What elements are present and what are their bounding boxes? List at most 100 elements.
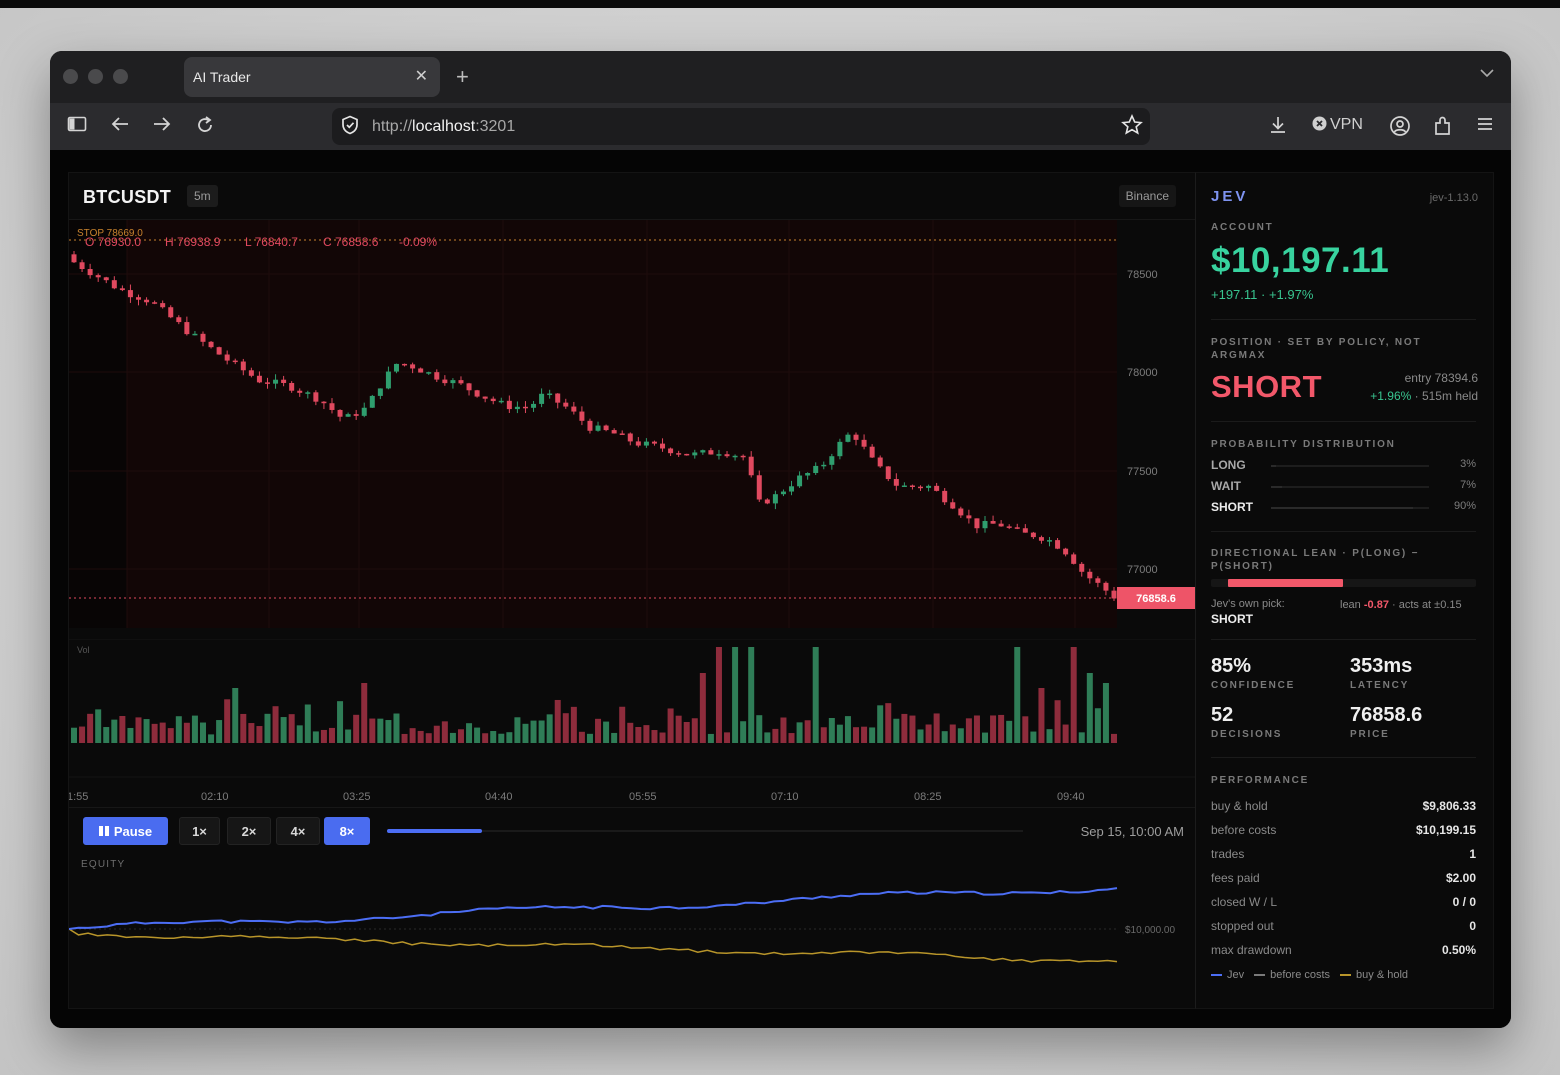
candle-body [668, 448, 674, 454]
volume-bar [143, 719, 150, 743]
lean-label: DIRECTIONAL LEAN · P(LONG) − P(SHORT) [1211, 548, 1420, 572]
candle-body [837, 441, 843, 457]
time-tick-label: 08:25 [914, 791, 942, 803]
perf-value: 1 [1469, 847, 1476, 861]
candle-body [160, 303, 166, 308]
vpn-button[interactable]: VPN [1312, 116, 1363, 134]
time-tick-label: 1:55 [69, 791, 88, 803]
volume-bar [554, 699, 561, 743]
candle-body [539, 393, 545, 404]
volume-bar [667, 708, 674, 743]
volume-bar [707, 733, 714, 743]
bookmark-star-icon[interactable] [1121, 114, 1143, 142]
candle-body [708, 450, 714, 455]
tab-list-chevron-icon[interactable] [1479, 65, 1495, 81]
new-tab-button[interactable]: + [456, 64, 469, 89]
volume-bar [369, 718, 376, 743]
speed-2x-button[interactable]: 2× [227, 817, 271, 845]
candle-body [490, 398, 496, 402]
candle-body [764, 499, 770, 504]
address-bar[interactable]: http://localhost:3201 [332, 108, 1150, 145]
pause-icon [98, 826, 109, 836]
time-tick-label: 03:25 [343, 791, 371, 803]
legend-item: before costs [1254, 969, 1330, 981]
candle-body [248, 370, 254, 376]
tab-title: AI Trader [193, 69, 251, 85]
time-tick-label: 07:10 [771, 791, 799, 803]
candle-body [982, 521, 988, 529]
candle-body [950, 502, 956, 509]
download-icon[interactable] [1268, 115, 1288, 141]
buy-hold-line [69, 928, 1118, 963]
playback-progress[interactable] [387, 829, 1023, 833]
candle-body [780, 491, 786, 495]
volume-bar [941, 731, 948, 743]
volume-bar [603, 721, 610, 743]
candle-body [119, 288, 125, 291]
volume-bar [619, 706, 626, 743]
candle-body [393, 363, 399, 372]
volume-bar [87, 713, 94, 743]
volume-bar [562, 713, 569, 743]
account-icon[interactable] [1389, 115, 1411, 143]
shield-icon[interactable] [341, 115, 359, 140]
volume-bar [917, 729, 924, 743]
volume-bar [538, 720, 545, 743]
volume-bar [320, 729, 327, 743]
version-label: jev-1.13.0 [1429, 192, 1478, 204]
perf-row: fees paid $2.00 [1211, 871, 1476, 887]
candle-body [402, 363, 408, 366]
maximize-window-button[interactable] [113, 69, 128, 84]
speed-8x-button[interactable]: 8× [324, 817, 370, 845]
volume-bar [1046, 729, 1053, 743]
time-tick-label: 05:55 [629, 791, 657, 803]
stat-value: 353ms [1350, 655, 1413, 677]
ohlc-change: -0.09% [399, 235, 437, 249]
perf-value: 0.50% [1441, 943, 1476, 957]
prob-value: 7% [1460, 479, 1476, 491]
speed-4x-button[interactable]: 4× [276, 817, 320, 845]
time-tick-label: 09:40 [1057, 791, 1085, 803]
volume-bar [570, 706, 577, 743]
extensions-icon[interactable] [1432, 115, 1454, 143]
candle-body [1022, 528, 1028, 533]
stat-latency: 353ms LATENCY [1350, 655, 1412, 691]
prob-row-long: LONG 3% [1211, 458, 1476, 474]
candle-body [716, 454, 722, 456]
volume-bar [1094, 708, 1101, 743]
playback-progress-fill [387, 829, 483, 833]
candle-body [289, 382, 295, 391]
pause-button[interactable]: Pause [83, 817, 168, 845]
minimize-window-button[interactable] [88, 69, 103, 84]
volume-bar [925, 724, 932, 743]
sidebar-toggle-icon[interactable] [67, 115, 87, 139]
reload-icon[interactable] [195, 115, 215, 141]
ohlc-high: H 76938.9 [165, 235, 221, 249]
legend-item: buy & hold [1340, 969, 1408, 981]
candle-body [176, 317, 182, 323]
candle-body [732, 455, 738, 458]
forward-arrow-icon[interactable] [152, 115, 172, 139]
tab-ai-trader[interactable]: AI Trader ✕ [184, 57, 440, 97]
back-arrow-icon[interactable] [110, 115, 130, 139]
price-chart[interactable]: STOP 78669.0 O 76930.0 H 76938.9 L 76840… [69, 220, 1196, 638]
speed-1x-button[interactable]: 1× [179, 817, 220, 845]
vpn-label: VPN [1330, 116, 1363, 133]
volume-bar [909, 715, 916, 743]
volume-bar [71, 727, 77, 743]
menu-icon[interactable] [1475, 115, 1495, 139]
perf-key: closed W / L [1211, 895, 1278, 909]
candle-body [676, 453, 682, 455]
stat-value: 52 [1211, 704, 1234, 726]
stat-value: 76858.6 [1350, 704, 1423, 726]
candle-body [619, 433, 625, 435]
candle-body [1087, 571, 1093, 579]
tab-close-icon[interactable]: ✕ [414, 68, 428, 85]
candle-body [958, 508, 964, 516]
timeframe-badge[interactable]: 5m [187, 185, 218, 207]
agent-panel: JEV jev-1.13.0 ACCOUNT $10,197.11 +197.1… [1195, 172, 1494, 1009]
perf-value: 0 / 0 [1452, 895, 1476, 909]
volume-bar [111, 719, 118, 743]
candle-body [321, 401, 327, 404]
close-window-button[interactable] [63, 69, 78, 84]
